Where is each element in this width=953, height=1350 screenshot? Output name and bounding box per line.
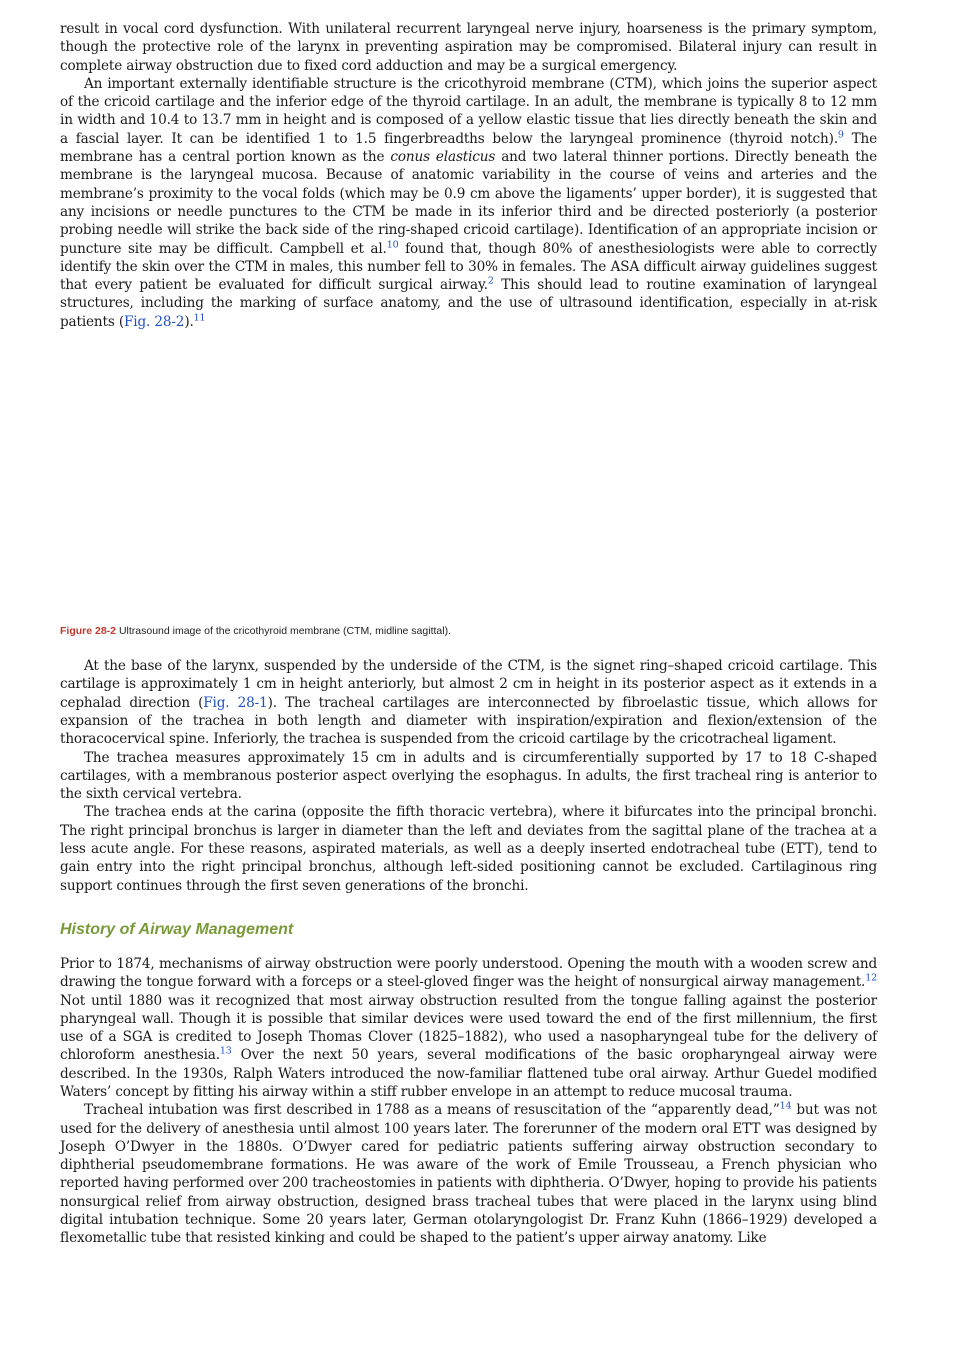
text: result in vocal cord dysfunction. With u… — [60, 21, 877, 74]
text: At the base of the larynx, suspended by … — [60, 658, 877, 711]
text: This should lead to routine examination … — [60, 277, 878, 330]
figure-28-2-area — [60, 331, 877, 611]
text: found that, though 80% of anesthesiologi… — [60, 240, 877, 294]
text: ). The tracheal cartilages are interconn… — [60, 694, 877, 748]
reference-2[interactable]: 2 — [487, 275, 494, 287]
text: An important externally identifiable str… — [60, 75, 877, 147]
text: but was not used for the delivery of ane… — [60, 1102, 877, 1247]
reference-10[interactable]: 10 — [386, 239, 399, 251]
text: ). — [184, 313, 194, 330]
reference-12[interactable]: 12 — [865, 972, 877, 984]
spacer — [60, 637, 877, 657]
reference-9[interactable]: 9 — [837, 129, 844, 141]
emphasis-conus-elasticus: conus elasticus — [390, 149, 496, 166]
section-heading: History of Airway Management — [60, 920, 294, 938]
figure-link-28-1[interactable]: Fig. 28-1 — [203, 694, 268, 711]
text: Tracheal intubation was first described … — [84, 1102, 780, 1119]
reference-13[interactable]: 13 — [219, 1045, 232, 1057]
paragraph-trachea-measures: The trachea measures approximately 15 cm… — [60, 749, 877, 804]
paragraph-vocal-cord: result in vocal cord dysfunction. With u… — [60, 20, 877, 75]
reference-11[interactable]: 11 — [193, 312, 206, 324]
reference-14[interactable]: 14 — [779, 1100, 792, 1112]
text: The membrane has a central portion known… — [60, 130, 878, 166]
figure-label: Figure 28-2 — [60, 625, 117, 638]
text: Not until 1880 was it recognized that mo… — [60, 992, 877, 1064]
paragraph-tracheal-intubation: Tracheal intubation was first described … — [60, 1101, 877, 1247]
text: Prior to 1874, mechanisms of airway obst… — [60, 955, 877, 991]
text: and two lateral thinner portions. Direct… — [60, 149, 878, 257]
paragraph-airway-history: Prior to 1874, mechanisms of airway obst… — [60, 955, 877, 1101]
page-content: result in vocal cord dysfunction. With u… — [60, 20, 877, 1248]
paragraph-cricoid-cartilage: At the base of the larynx, suspended by … — [60, 657, 877, 748]
text: The trachea measures approximately 15 cm… — [60, 749, 877, 803]
text: Over the next 50 years, several modifica… — [60, 1047, 877, 1100]
caption-text: Ultrasound image of the cricothyroid mem… — [116, 625, 451, 638]
figure-caption: Figure 28-2 Ultrasound image of the cric… — [60, 625, 877, 637]
figure-link-28-2[interactable]: Fig. 28-2 — [123, 313, 185, 330]
text: The trachea ends at the carina (opposite… — [60, 804, 877, 894]
paragraph-carina: The trachea ends at the carina (opposite… — [60, 803, 877, 894]
paragraph-cricothyroid-membrane: An important externally identifiable str… — [60, 75, 877, 331]
